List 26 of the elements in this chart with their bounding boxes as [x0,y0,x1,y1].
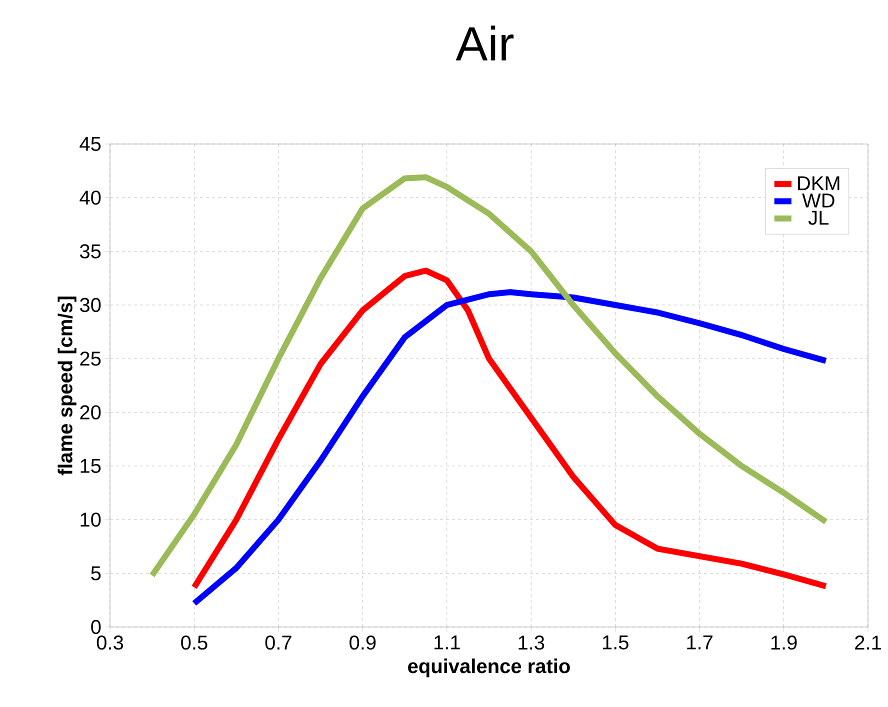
y-tick-label: 30 [80,298,101,312]
y-tick-label: 25 [80,352,101,366]
y-tick-label: 15 [80,459,101,473]
y-tick-label: 35 [80,244,101,258]
y-tick-label: 20 [80,405,101,420]
legend-label: DKM [798,176,840,190]
x-tick-label: 1.9 [771,636,797,650]
y-axis-title: flame speed [cm/s] [58,296,76,476]
x-tick-label: 1.7 [687,636,712,650]
x-tick-label: 0.9 [350,636,376,650]
y-tick-label: 0 [91,620,101,634]
legend-label: WD [802,194,834,208]
chart-title: Air [456,26,514,60]
x-tick-label: 1.5 [602,636,628,650]
y-tick-label: 45 [80,137,101,151]
x-tick-label: 1.1 [434,636,460,650]
x-axis-title: equivalence ratio [408,658,570,678]
legend-label: JL [808,210,829,225]
y-tick-label: 10 [80,512,101,527]
x-tick-label: 0.7 [265,636,292,650]
x-tick-label: 0.5 [181,636,208,650]
y-tick-label: 40 [80,190,101,205]
y-tick-label: 5 [91,566,101,580]
x-tick-label: 2.1 [855,636,881,650]
x-tick-label: 1.3 [518,636,544,650]
x-tick-label: 0.3 [96,636,124,650]
